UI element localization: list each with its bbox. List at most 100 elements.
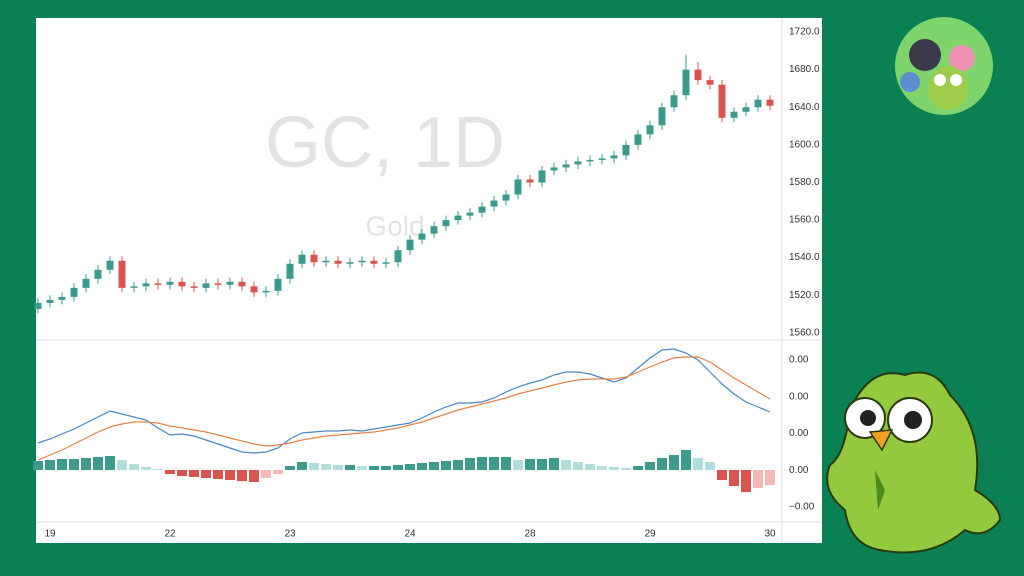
candle-body <box>166 281 174 285</box>
macd-line <box>37 356 771 461</box>
histogram-bar <box>657 458 667 470</box>
candle-body <box>190 286 198 288</box>
candle-body <box>286 263 294 279</box>
macd-tick-label: 0.00 <box>789 428 809 439</box>
candle-body <box>490 200 498 207</box>
price-tick-label: 1520.0 <box>789 290 820 301</box>
candle-body <box>526 179 534 183</box>
candle-body <box>298 254 306 264</box>
histogram-bar <box>189 470 199 477</box>
candle-body <box>82 278 90 288</box>
candle-body <box>238 281 246 287</box>
histogram-bar <box>225 470 235 480</box>
macd-tick-label: 0.00 <box>789 355 809 366</box>
histogram-bar <box>753 470 763 488</box>
candle-body <box>598 158 606 160</box>
histogram-bar <box>357 466 367 470</box>
candle-body <box>142 283 150 287</box>
histogram-bar <box>57 459 67 470</box>
candle-body <box>478 206 486 213</box>
candle-body <box>202 283 210 288</box>
histogram-bar <box>465 458 475 470</box>
candle-body <box>514 179 522 195</box>
histogram-bar <box>417 463 427 470</box>
histogram-bar <box>165 470 175 474</box>
price-tick-label: 1540.0 <box>789 252 820 263</box>
candle-body <box>322 260 330 263</box>
candle-body <box>634 134 642 145</box>
histogram-bar <box>741 470 751 492</box>
candle-body <box>370 260 378 264</box>
candle-body <box>442 220 450 227</box>
candle-body <box>502 194 510 201</box>
histogram-bar <box>93 457 103 470</box>
candle-body <box>226 281 234 285</box>
macd-line <box>37 348 771 454</box>
candle-body <box>130 286 138 288</box>
candle-body <box>586 159 594 162</box>
histogram-bar <box>633 466 643 470</box>
histogram-bar <box>273 470 283 474</box>
candle-body <box>646 125 654 135</box>
candle-body <box>418 233 426 240</box>
histogram-bar <box>585 464 595 470</box>
price-tick-label: 1680.0 <box>789 64 820 75</box>
candle-body <box>94 269 102 279</box>
histogram-bar <box>765 470 775 485</box>
candle-body <box>766 99 774 106</box>
candle-body <box>682 69 690 96</box>
candle-body <box>754 99 762 108</box>
histogram-bar <box>117 460 127 470</box>
macd-tick-label: 0.00 <box>789 391 809 402</box>
histogram-bar <box>309 463 319 470</box>
histogram-bar <box>669 455 679 470</box>
candle-body <box>358 260 366 263</box>
histogram-bar <box>561 460 571 470</box>
histogram-bar <box>201 470 211 478</box>
histogram-bar <box>501 457 511 470</box>
histogram-bar <box>429 462 439 470</box>
histogram-bar <box>453 460 463 470</box>
time-tick-label: 30 <box>764 529 776 540</box>
candle-body <box>562 164 570 168</box>
histogram-bar <box>105 456 115 470</box>
candle-body <box>454 215 462 221</box>
candle-body <box>658 107 666 126</box>
time-tick-label: 19 <box>44 529 56 540</box>
histogram-bar <box>129 464 139 470</box>
histogram-bar <box>441 461 451 470</box>
histogram-bar <box>693 458 703 470</box>
candle-body <box>310 254 318 263</box>
time-tick-label: 29 <box>644 529 656 540</box>
histogram-bar <box>537 459 547 470</box>
watermark-title: GC, 1D <box>265 103 505 183</box>
candle-body <box>118 260 126 288</box>
time-tick-label: 28 <box>524 529 536 540</box>
histogram-bar <box>45 460 55 470</box>
macd-tick-label: −0.00 <box>789 502 815 513</box>
histogram-bar <box>69 459 79 470</box>
avatar <box>895 17 993 115</box>
candle-body <box>574 161 582 165</box>
histogram-bar <box>153 469 163 470</box>
price-tick-label: 1640.0 <box>789 102 820 113</box>
price-tick-label: 1600.0 <box>789 139 820 150</box>
price-tick-label: 1560.0 <box>789 327 820 338</box>
histogram-bar <box>729 470 739 486</box>
price-tick-label: 1560.0 <box>789 215 820 226</box>
candle-body <box>718 84 726 118</box>
histogram-bar <box>513 460 523 470</box>
histogram-bar <box>645 462 655 470</box>
histogram-bar <box>177 470 187 476</box>
candle-body <box>250 286 258 293</box>
candle-body <box>622 144 630 156</box>
price-tick-label: 1720.0 <box>789 27 820 38</box>
candle-body <box>154 283 162 285</box>
histogram-bar <box>345 465 355 470</box>
candle-body <box>706 80 714 85</box>
histogram-bar <box>597 466 607 470</box>
histogram-bar <box>381 466 391 470</box>
time-tick-label: 24 <box>404 529 416 540</box>
